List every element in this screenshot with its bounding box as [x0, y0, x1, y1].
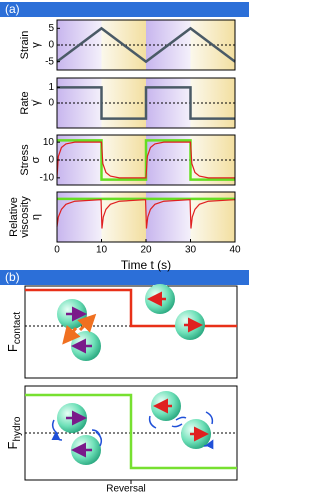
figure: (a) (b) Time t (s) Reversal Fcontact Fhy…	[0, 2, 249, 495]
force-label: Fhydro	[5, 416, 22, 449]
arrow	[62, 325, 81, 345]
y-axis-label: γ̇	[30, 99, 42, 106]
y-axis-label: Strain	[19, 31, 31, 60]
y-axis-label: Rate	[19, 91, 31, 114]
x-tick-label: 20	[140, 245, 152, 256]
y-axis-label: σ	[30, 156, 42, 163]
arrow	[77, 313, 97, 333]
y-axis-label: viscosity	[19, 196, 31, 238]
phase-shading	[101, 78, 146, 128]
force-subscript: hydro	[12, 416, 23, 441]
force-label: Fcontact	[5, 312, 22, 352]
flow-arrow	[148, 411, 213, 446]
y-axis-label: Stress	[19, 144, 31, 176]
data-line	[56, 141, 235, 179]
x-tick-label: 30	[185, 245, 197, 256]
y-tick-label: 0	[48, 155, 54, 166]
panel-label: (a)	[5, 2, 20, 16]
y-tick-label: -10	[40, 172, 55, 183]
y-tick-label: 5	[48, 23, 54, 34]
x-tick-label: 40	[229, 245, 241, 256]
phase-shading	[146, 78, 191, 128]
y-axis-label: η	[30, 214, 42, 220]
y-tick-label: -5	[45, 56, 54, 67]
force-symbol: F	[5, 344, 20, 352]
panel-label-bar	[0, 2, 249, 17]
force-subscript: contact	[12, 312, 23, 344]
force-curve	[25, 393, 237, 470]
frame	[24, 285, 238, 379]
y-axis-label: Relative	[8, 197, 20, 237]
x-tick-label: 0	[54, 245, 60, 256]
data-line	[56, 199, 236, 229]
schematic	[24, 284, 238, 484]
data-line	[56, 26, 236, 64]
data-line	[57, 86, 235, 120]
x-tick-label: 10	[96, 245, 108, 256]
panel-label-bar	[0, 270, 249, 285]
force-curve	[25, 288, 237, 328]
panel-label: (b)	[5, 270, 20, 284]
y-tick-label: 0	[48, 40, 54, 51]
x-axis-label: Reversal	[106, 484, 145, 495]
y-tick-label: 0	[48, 98, 54, 109]
y-tick-label: 1	[48, 82, 54, 93]
x-axis-label: Time t (s)	[121, 258, 171, 272]
y-tick-label: 10	[43, 137, 55, 148]
force-symbol: F	[5, 441, 20, 449]
y-axis-label: γ	[30, 42, 42, 48]
flow-arrow	[53, 419, 103, 447]
